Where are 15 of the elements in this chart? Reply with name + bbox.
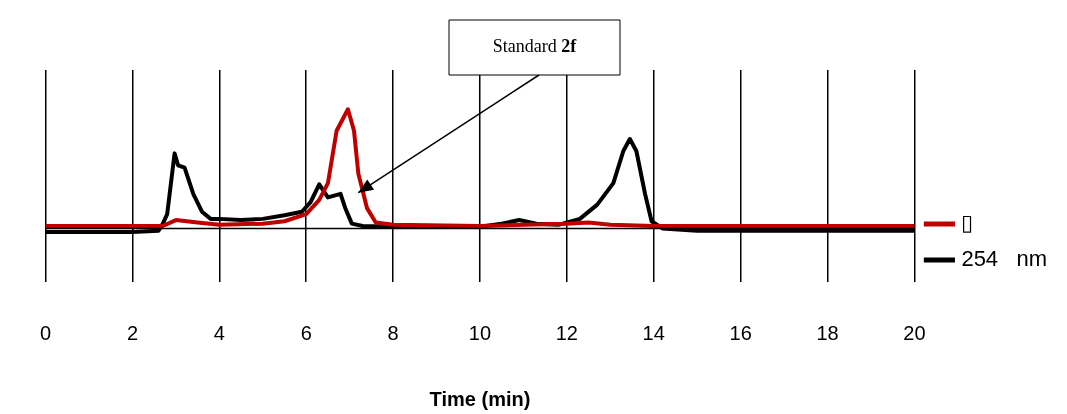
x-tick-label: 14 [642, 321, 665, 344]
x-tick-label: 8 [387, 321, 399, 344]
x-tick-label: 2 [126, 321, 139, 344]
x-tick-label: 10 [468, 321, 492, 344]
legend-label: 254 nm [961, 246, 1047, 272]
x-tick-label: 20 [903, 321, 926, 344]
legend-label: ▯ [961, 210, 974, 236]
x-tick-label: 0 [40, 321, 52, 344]
x-tick-label: 12 [555, 321, 578, 344]
x-axis-title: Time (min) [429, 387, 531, 410]
x-tick-label: 6 [300, 321, 312, 344]
x-tick-label: 16 [729, 321, 752, 344]
annotation: Standard 2f [492, 36, 578, 57]
x-tick-label: 4 [213, 321, 225, 344]
x-tick-label: 18 [816, 321, 839, 344]
